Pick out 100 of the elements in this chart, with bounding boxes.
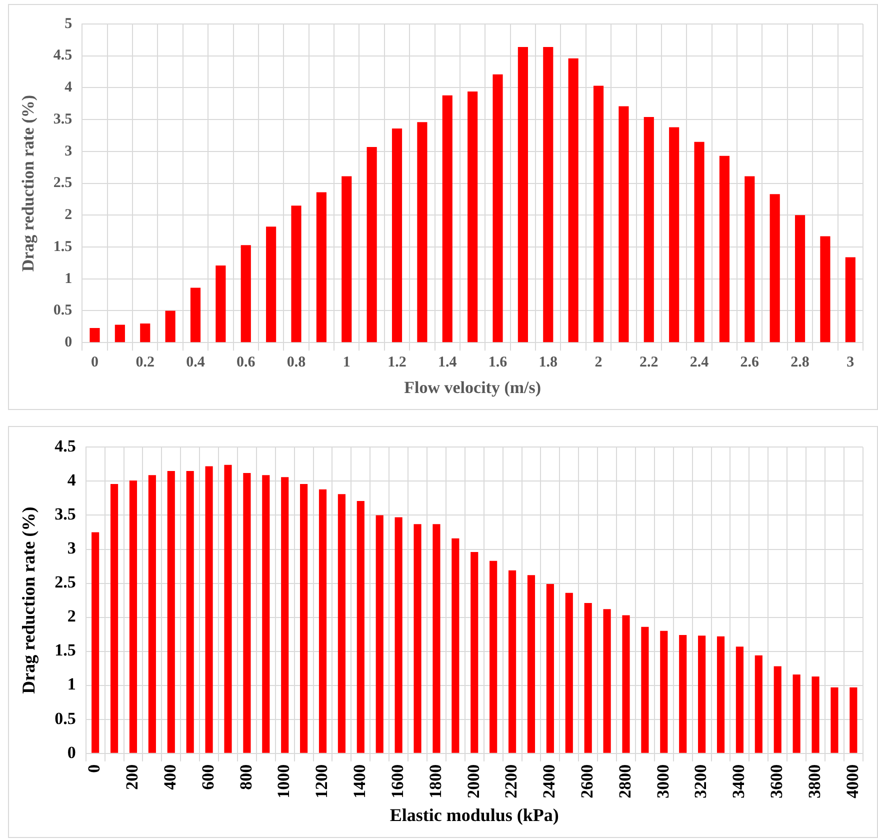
bar	[281, 477, 289, 753]
bar	[186, 471, 194, 753]
x-tick-label: 800	[236, 764, 256, 790]
x-tick-label: 1600	[388, 764, 407, 798]
bar	[316, 192, 326, 342]
x-tick-label: 1.2	[388, 354, 406, 370]
bar	[432, 524, 440, 753]
bar	[442, 95, 452, 342]
x-tick-label: 3800	[804, 764, 824, 798]
bar	[492, 74, 503, 342]
bar	[165, 310, 176, 342]
bar	[468, 92, 478, 342]
y-tick-label: 4	[64, 80, 73, 96]
y-tick-label: 0	[67, 742, 76, 762]
x-tick-label: 2800	[615, 764, 634, 798]
y-tick-label: 2	[67, 606, 76, 626]
x-tick-label: 1.8	[538, 354, 558, 370]
bar	[114, 324, 125, 342]
bar	[508, 570, 516, 753]
bar	[641, 626, 649, 753]
x-tick-label: 2400	[540, 764, 559, 798]
bar	[694, 142, 704, 342]
bar	[518, 46, 528, 342]
x-tick-label: 3000	[653, 764, 672, 798]
bar	[543, 46, 554, 342]
bar	[792, 674, 800, 753]
y-tick-label: 2.5	[54, 572, 76, 592]
x-tick-label: 2.6	[740, 354, 760, 370]
x-tick-label: 4000	[842, 764, 862, 798]
y-tick-label: 4	[67, 470, 76, 490]
y-axis-title: Drag reduction rate (%)	[18, 94, 38, 272]
bar	[470, 552, 478, 753]
y-tick-label: 1.5	[54, 640, 76, 660]
bar	[92, 532, 100, 753]
y-tick-label: 1.5	[53, 238, 72, 255]
y-tick-label: 5	[64, 16, 72, 32]
bar	[190, 288, 201, 342]
bar	[140, 323, 150, 342]
y-tick-label: 3.5	[53, 111, 72, 128]
x-tick-label: 600	[198, 764, 218, 790]
bar	[660, 630, 668, 753]
bar	[490, 560, 498, 753]
bar	[318, 489, 327, 753]
bar	[216, 266, 226, 342]
x-tick-label: 0.6	[236, 354, 256, 370]
bar	[392, 128, 402, 342]
bar	[774, 666, 782, 753]
bar	[584, 603, 592, 753]
y-tick-label: 3	[67, 538, 76, 558]
bar	[300, 484, 308, 753]
bar	[240, 245, 251, 342]
x-tick-label: 1.4	[438, 354, 458, 370]
x-tick-label: 3400	[729, 764, 748, 798]
bar	[820, 236, 830, 342]
x-tick-label: 0	[90, 354, 98, 370]
bar	[698, 636, 706, 753]
bar	[754, 655, 762, 753]
x-tick-label: 2.8	[790, 354, 810, 370]
bar	[366, 146, 377, 342]
bar	[794, 215, 806, 342]
y-tick-label: 0.5	[54, 708, 76, 728]
bar	[719, 156, 730, 342]
x-tick-label: 1	[342, 354, 350, 370]
bar	[338, 494, 346, 753]
x-tick-label: 1800	[426, 764, 445, 798]
y-tick-label: 2	[64, 207, 72, 224]
bar	[669, 127, 680, 342]
x-tick-label: 1.6	[488, 354, 508, 370]
bar	[205, 466, 213, 753]
bar	[376, 515, 384, 753]
bar	[90, 328, 100, 342]
bar	[148, 475, 156, 753]
bar	[845, 257, 856, 342]
x-tick-label: 1400	[350, 764, 370, 798]
bar	[850, 687, 858, 753]
y-tick-label: 1	[64, 270, 72, 287]
y-axis-title: Drag reduction rate (%)	[18, 506, 38, 694]
bar	[770, 194, 780, 342]
bar	[618, 106, 629, 342]
bar	[266, 226, 276, 342]
bar	[224, 464, 232, 753]
bar	[452, 538, 460, 753]
x-tick-label: 2	[594, 354, 602, 370]
x-tick-label: 3200	[691, 764, 710, 798]
y-tick-label: 3.5	[54, 504, 76, 524]
x-tick-label: 1000	[274, 764, 294, 798]
y-tick-label: 4.5	[54, 436, 76, 456]
bar	[414, 524, 422, 753]
bar	[716, 636, 725, 753]
bar	[644, 117, 654, 342]
x-tick-label: 0.4	[186, 354, 206, 370]
bar	[243, 473, 251, 753]
y-tick-label: 2.5	[53, 175, 72, 192]
y-tick-label: 0.5	[53, 302, 72, 319]
bar	[568, 58, 578, 342]
x-tick-label: 2.4	[690, 354, 710, 370]
bar	[812, 676, 820, 753]
bar	[622, 615, 630, 753]
bar	[356, 500, 364, 753]
x-tick-label: 2200	[502, 764, 521, 798]
